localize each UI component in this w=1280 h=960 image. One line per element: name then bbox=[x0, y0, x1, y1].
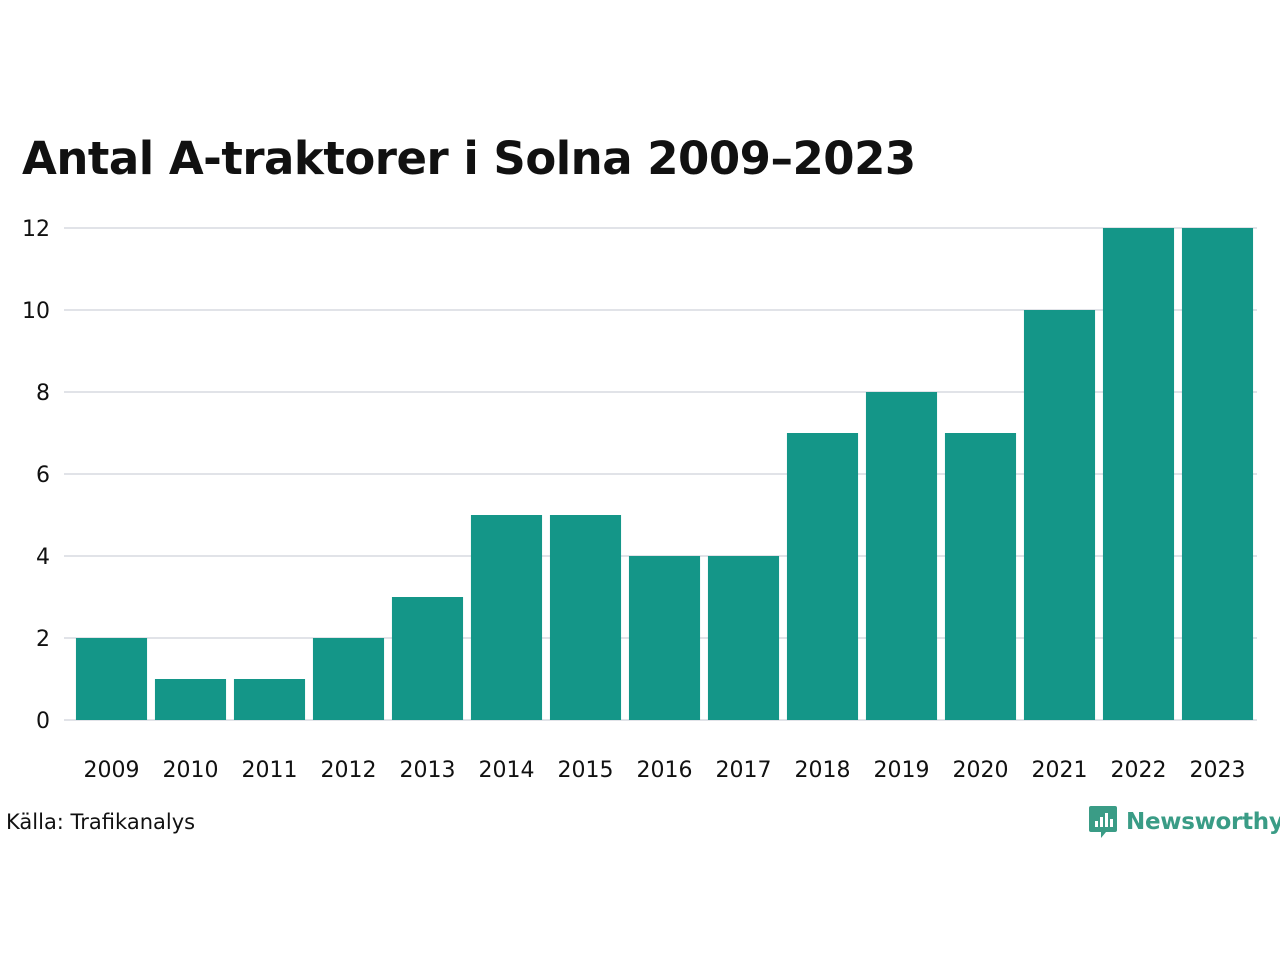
x-tick-label: 2015 bbox=[558, 758, 614, 783]
brand-logo: Newsworthy bbox=[1088, 804, 1280, 840]
y-tick-label: 10 bbox=[22, 299, 50, 324]
bar-2021 bbox=[1023, 310, 1096, 720]
x-tick-label: 2021 bbox=[1032, 758, 1088, 783]
bar-2019 bbox=[865, 392, 938, 720]
source-label: Källa: Trafikanalys bbox=[6, 810, 196, 834]
bar-2013 bbox=[391, 597, 464, 720]
bar-2022 bbox=[1102, 228, 1175, 720]
bars bbox=[75, 228, 1254, 720]
x-axis-ticks: 2009 2010 2011 2012 2013 2014 2015 2016 2017 2018… bbox=[84, 758, 1246, 783]
newsworthy-logo-icon bbox=[1089, 806, 1117, 838]
bar-2010 bbox=[154, 679, 227, 720]
x-tick-label: 2018 bbox=[795, 758, 851, 783]
x-tick-label: 2020 bbox=[953, 758, 1009, 783]
y-tick-label: 4 bbox=[36, 545, 50, 570]
bar-2014 bbox=[470, 515, 543, 720]
y-tick-label: 8 bbox=[36, 381, 50, 406]
x-tick-label: 2009 bbox=[84, 758, 140, 783]
x-tick-label: 2023 bbox=[1190, 758, 1246, 783]
y-tick-label: 6 bbox=[36, 463, 50, 488]
x-tick-label: 2019 bbox=[874, 758, 930, 783]
bar-2023 bbox=[1181, 228, 1254, 720]
x-tick-label: 2016 bbox=[637, 758, 693, 783]
y-tick-label: 12 bbox=[22, 217, 50, 242]
x-tick-label: 2014 bbox=[479, 758, 535, 783]
y-tick-label: 2 bbox=[36, 627, 50, 652]
x-tick-label: 2013 bbox=[400, 758, 456, 783]
bar-2015 bbox=[549, 515, 622, 720]
x-tick-label: 2017 bbox=[716, 758, 772, 783]
x-tick-label: 2022 bbox=[1111, 758, 1167, 783]
bar-2018 bbox=[786, 433, 859, 720]
bar-2016 bbox=[628, 556, 701, 720]
bar-2020 bbox=[944, 433, 1017, 720]
bar-2011 bbox=[233, 679, 306, 720]
brand-name: Newsworthy bbox=[1126, 809, 1280, 835]
bar-2012 bbox=[312, 638, 385, 720]
x-tick-label: 2012 bbox=[321, 758, 377, 783]
bar-2009 bbox=[75, 638, 148, 720]
y-axis-ticks: 0 2 4 6 8 10 12 bbox=[22, 217, 50, 734]
bar-2017 bbox=[707, 556, 780, 720]
chart-title: Antal A-traktorer i Solna 2009–2023 bbox=[22, 132, 916, 185]
y-tick-label: 0 bbox=[36, 709, 50, 734]
x-tick-label: 2011 bbox=[242, 758, 298, 783]
x-tick-label: 2010 bbox=[163, 758, 219, 783]
